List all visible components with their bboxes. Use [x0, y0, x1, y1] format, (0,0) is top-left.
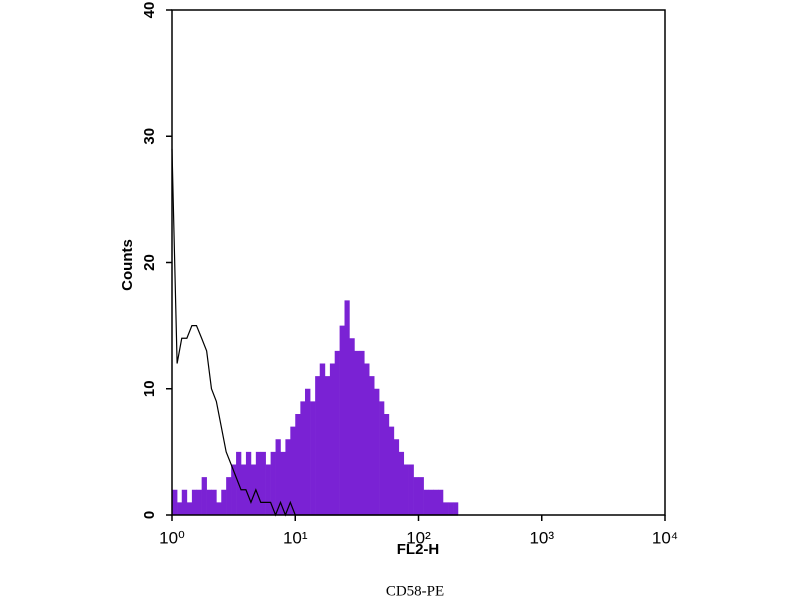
bar: [216, 502, 222, 515]
bar: [418, 477, 424, 515]
bar: [186, 502, 193, 515]
bar: [388, 426, 395, 515]
bar: [211, 489, 217, 515]
x-axis-label: FL2-H: [397, 541, 440, 558]
bar: [255, 451, 262, 515]
bar: [231, 464, 237, 515]
bar: [177, 502, 183, 515]
bar: [393, 439, 400, 515]
bar: [398, 451, 405, 515]
bar: [374, 388, 380, 515]
bar: [324, 376, 331, 515]
bar: [305, 388, 311, 515]
bar: [329, 363, 336, 515]
bar: [245, 451, 252, 515]
y-tick-label: 40: [141, 2, 158, 19]
bar: [315, 376, 321, 515]
x-tick-label: 10¹: [283, 528, 308, 547]
bar: [403, 464, 409, 515]
bar: [270, 451, 276, 515]
bar: [344, 300, 350, 515]
bar: [196, 489, 202, 515]
bar: [191, 489, 197, 515]
bar: [408, 464, 414, 515]
x-tick-label: 10⁰: [159, 528, 185, 547]
x-tick-label: 10⁴: [652, 528, 678, 547]
bar: [206, 489, 212, 515]
y-axis-label: Counts: [119, 239, 136, 291]
bar: [369, 376, 375, 515]
bar: [334, 350, 340, 515]
bar: [349, 338, 355, 515]
bar: [295, 414, 301, 515]
bar: [364, 363, 370, 515]
bar: [379, 401, 385, 515]
y-tick-label: 30: [141, 128, 158, 145]
bar: [359, 350, 365, 515]
bar: [221, 489, 227, 515]
y-tick-label: 20: [141, 254, 158, 271]
bar: [280, 451, 286, 515]
bar: [453, 502, 459, 515]
bar: [428, 489, 434, 515]
bar: [172, 489, 178, 515]
bar: [226, 477, 232, 515]
bar: [438, 489, 444, 515]
x-tick-label: 10³: [529, 528, 554, 547]
bar: [319, 363, 326, 515]
bar: [275, 439, 281, 515]
bar: [300, 401, 306, 515]
y-tick-label: 10: [141, 380, 158, 397]
bar: [250, 464, 257, 515]
bar: [448, 502, 454, 515]
bar: [310, 401, 316, 515]
bar: [285, 439, 291, 515]
bar: [413, 477, 419, 515]
bar: [354, 350, 360, 515]
bar: [201, 477, 207, 515]
bar: [260, 451, 266, 515]
bar: [384, 414, 390, 515]
bar: [442, 502, 449, 515]
bar: [339, 325, 345, 515]
bar: [290, 426, 296, 515]
plot-frame: [171, 9, 666, 516]
bar: [433, 489, 439, 515]
bar: [423, 489, 429, 515]
y-tick-label: 0: [141, 511, 158, 519]
caption: CD58-PE: [386, 583, 444, 599]
x-tick-label: 10²: [406, 528, 431, 547]
bar: [181, 489, 188, 515]
bar: [265, 464, 271, 515]
